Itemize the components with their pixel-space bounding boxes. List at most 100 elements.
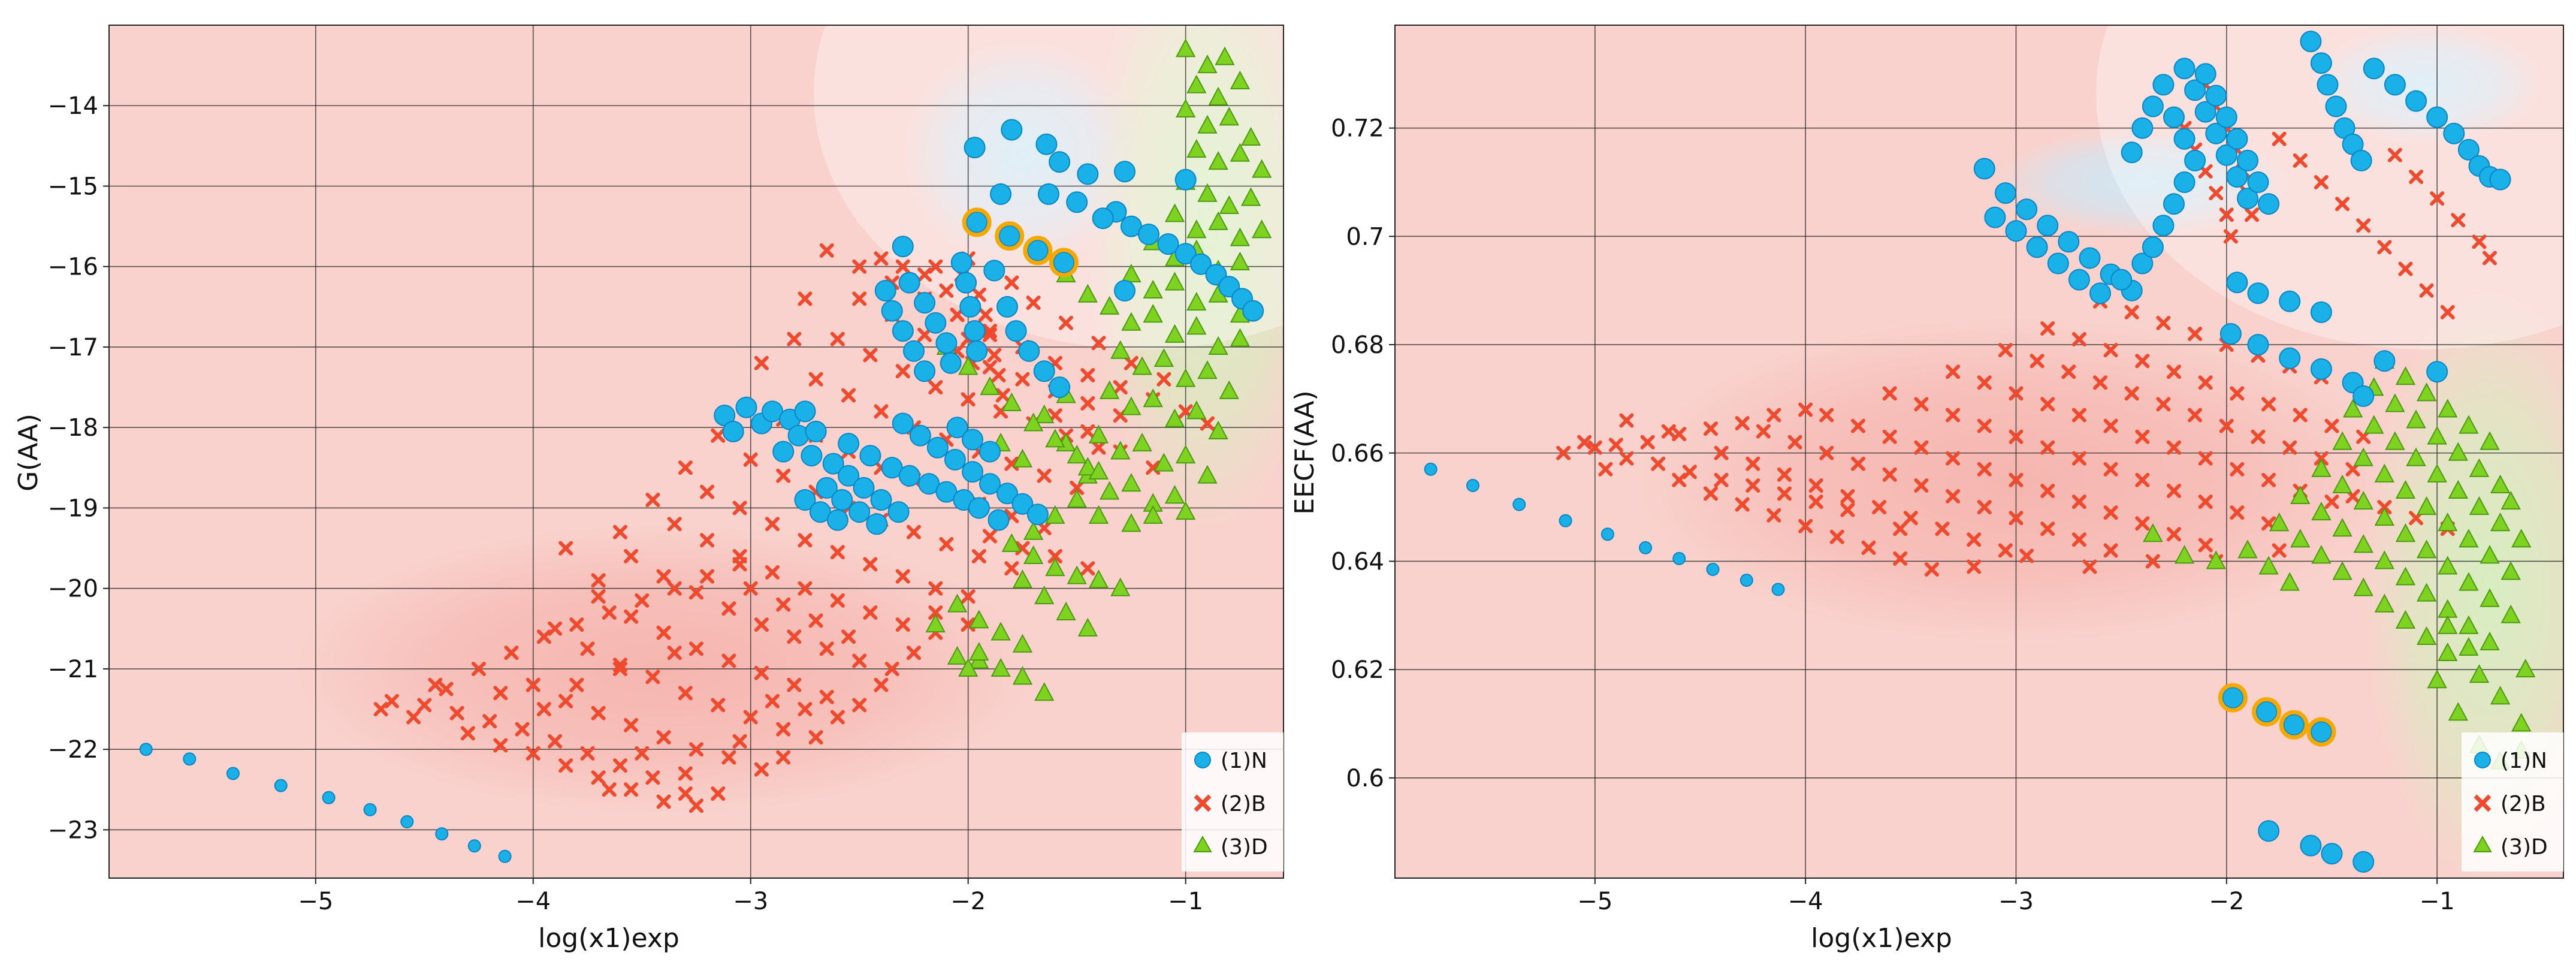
left-point-d-35 — [1121, 312, 1141, 331]
right-point-n-69 — [2205, 85, 2227, 107]
left-axes — [103, 25, 1284, 884]
left-point-b-68 — [798, 581, 813, 596]
left-x-tick-label-4: −1 — [1168, 888, 1203, 915]
right-point-d-64 — [2206, 550, 2226, 569]
right-point-b-30 — [1808, 478, 1823, 493]
right-point-n-56 — [2131, 117, 2154, 139]
left-highlight-ring-0 — [962, 207, 992, 237]
right-point-n-18 — [2300, 31, 2322, 53]
right-point-d-41 — [2500, 604, 2521, 623]
left-point-d-29 — [1143, 279, 1163, 299]
left-point-b-66 — [732, 549, 747, 563]
left-point-b-132 — [983, 324, 997, 339]
left-point-n-2 — [226, 767, 240, 780]
left-point-n-46 — [892, 320, 914, 342]
right-point-b-10 — [1577, 435, 1592, 450]
right-legend-marker-d — [2473, 835, 2492, 852]
left-point-b-63 — [884, 662, 899, 676]
right-grid — [1395, 25, 2563, 878]
left-y-tick-label-9: −14 — [48, 92, 98, 120]
right-point-b-26 — [1924, 562, 1939, 577]
right-point-b-148 — [2377, 500, 2392, 515]
left-point-d-94 — [990, 658, 1011, 677]
left-legend-marker-n — [1194, 752, 1211, 768]
left-legend-label-n: (1)N — [1221, 749, 1267, 773]
left-point-n-101 — [979, 441, 1001, 463]
right-point-b-142 — [2409, 170, 2424, 184]
left-point-n-72 — [870, 489, 892, 511]
left-point-n-50 — [914, 292, 936, 314]
right-point-b-69 — [2103, 462, 2118, 477]
left-point-d-10 — [1186, 138, 1207, 158]
right-point-n-63 — [2226, 166, 2248, 188]
right-point-n-70 — [2215, 106, 2237, 128]
left-point-d-43 — [1153, 348, 1174, 367]
left-point-d-19 — [1186, 219, 1207, 239]
right-point-n-84 — [2426, 361, 2448, 383]
right-point-b-27 — [1714, 445, 1729, 460]
left-point-n-39 — [996, 295, 1018, 318]
left-point-b-59 — [754, 617, 769, 632]
right-point-n-5 — [1639, 541, 1653, 554]
right-point-b-11 — [1608, 438, 1623, 453]
right-point-d-28 — [2438, 512, 2458, 532]
left-point-b-113 — [961, 392, 976, 407]
left-point-b-172 — [1080, 424, 1095, 439]
left-point-b-26 — [656, 794, 671, 809]
left-point-b-54 — [852, 698, 867, 713]
right-point-d-74 — [2438, 615, 2458, 634]
left-highlight-ring-1 — [995, 221, 1025, 251]
left-point-b-13 — [536, 629, 551, 644]
left-point-d-27 — [1230, 251, 1251, 271]
left-point-b-28 — [526, 677, 540, 692]
left-point-b-62 — [852, 653, 867, 668]
left-point-d-31 — [1186, 292, 1207, 311]
right-point-b-141 — [2387, 147, 2402, 162]
left-y-tick-label-6: −17 — [48, 334, 98, 361]
right-point-d-1 — [2395, 366, 2416, 385]
right-point-b-91 — [2093, 375, 2107, 390]
left-point-d-75 — [1045, 505, 1065, 524]
right-point-n-50 — [2142, 236, 2164, 258]
right-point-d-44 — [2332, 518, 2352, 537]
right-y-tick-label-0: 0.6 — [1346, 765, 1384, 792]
right-point-d-50 — [2459, 615, 2479, 634]
left-point-b-47 — [624, 609, 639, 624]
left-point-b-46 — [591, 589, 606, 604]
right-point-n-73 — [2247, 171, 2269, 193]
right-point-b-59 — [2135, 516, 2150, 531]
left-point-b-41 — [678, 686, 693, 701]
right-point-d-10 — [2448, 442, 2468, 461]
left-point-b-4 — [515, 722, 530, 737]
right-point-d-24 — [2353, 447, 2373, 466]
left-point-b-175 — [983, 529, 997, 544]
chart-left: −5 −4 −3 −2 −1 −23 −22 −21 −20 −19 −18 −17 −16 −15 −1… — [13, 25, 1284, 954]
left-point-b-14 — [569, 617, 584, 632]
right-point-n-28 — [2426, 106, 2448, 128]
left-point-n-74 — [816, 477, 838, 499]
left-point-n-73 — [887, 501, 910, 523]
left-y-tick-labels: −23 −22 −21 −20 −19 −18 −17 −16 −15 −14 — [48, 92, 98, 844]
right-point-d-13 — [2500, 490, 2521, 510]
left-grid — [109, 25, 1284, 878]
right-point-d-14 — [2342, 399, 2363, 418]
left-point-d-96 — [1034, 682, 1055, 701]
left-point-n-3 — [274, 779, 288, 792]
right-point-n-49 — [2131, 252, 2154, 275]
right-point-b-70 — [2135, 472, 2150, 487]
right-point-n-20 — [2317, 74, 2339, 96]
left-point-d-80 — [1067, 565, 1087, 584]
left-point-n-78 — [794, 489, 816, 511]
right-point-b-130 — [2219, 207, 2234, 222]
left-point-d-1 — [1197, 55, 1218, 74]
left-point-n-14 — [1077, 163, 1099, 185]
left-point-n-0 — [139, 743, 153, 756]
right-point-n-46 — [2068, 269, 2090, 291]
right-point-b-75 — [1946, 364, 1961, 379]
right-point-n-60 — [2194, 101, 2216, 123]
right-point-d-37 — [2416, 539, 2437, 559]
left-point-n-93 — [944, 448, 966, 471]
left-point-d-85 — [1056, 601, 1076, 620]
right-point-b-14 — [1704, 421, 1718, 436]
right-point-n-83 — [2373, 350, 2396, 372]
